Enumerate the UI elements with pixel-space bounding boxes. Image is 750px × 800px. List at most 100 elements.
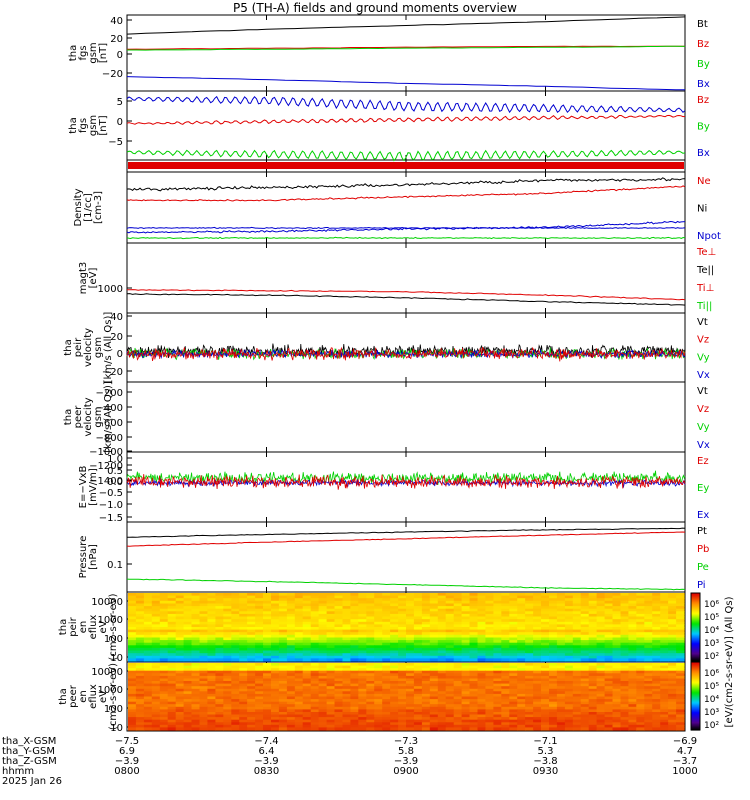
spectrogram-cell	[453, 724, 463, 728]
legend-Npot: Npot	[697, 231, 721, 242]
spectrogram-cell	[668, 619, 677, 623]
spectrogram-cell	[135, 678, 145, 682]
spectrogram-cell	[556, 624, 566, 628]
spectrogram-cell	[572, 650, 582, 654]
spectrogram-cell	[509, 647, 518, 652]
spectrogram-cell	[628, 616, 637, 620]
spectrogram-cell	[612, 619, 621, 623]
spectrogram-cell	[199, 658, 208, 662]
spectrogram-cell	[207, 650, 216, 654]
spectrogram-cell	[453, 712, 463, 716]
spectrogram-cell	[350, 709, 359, 713]
y-axis-label-line: [km/s (All Qs)]	[103, 312, 114, 384]
spectrogram-cell	[636, 681, 645, 685]
spectrogram-cell	[445, 653, 455, 657]
spectrogram-cell	[318, 616, 328, 620]
spectrogram-cell	[525, 611, 534, 615]
spectrogram-cell	[517, 603, 526, 607]
spectrogram-cell	[239, 719, 248, 723]
spectrogram-cell	[652, 691, 661, 695]
spectrogram-cell	[580, 688, 590, 692]
spectrogram-cell	[334, 693, 343, 698]
spectrogram-cell	[342, 712, 351, 716]
spectrogram-cell	[390, 640, 399, 644]
spectrogram-cell	[382, 670, 391, 674]
spectrogram-cell	[413, 709, 423, 713]
spectrogram-cell	[453, 675, 463, 680]
spectrogram-cell	[533, 709, 542, 713]
spectrogram-cell	[183, 616, 193, 620]
spectrogram-cell	[191, 629, 200, 633]
spectrogram-cell	[326, 699, 336, 703]
spectrogram-cell	[207, 712, 216, 716]
legend-Vt: Vt	[697, 386, 708, 397]
spectrogram-cell	[159, 619, 169, 623]
spectrogram-cell	[501, 686, 510, 690]
spectrogram-cell	[501, 675, 510, 680]
spectrogram-cell	[596, 691, 606, 695]
spectrogram-cell	[191, 688, 200, 692]
spectrogram-cell	[413, 640, 423, 644]
spectrogram-cell	[612, 637, 621, 641]
colorbar-cell	[691, 691, 700, 694]
spectrogram-cell	[231, 653, 240, 657]
spectrogram-cell	[278, 650, 288, 654]
spectrogram-cell	[398, 606, 407, 610]
colorbar-cell	[691, 690, 700, 692]
spectrogram-cell	[477, 637, 486, 641]
spectrogram-cell	[135, 686, 145, 690]
spectrogram-cell	[533, 637, 542, 641]
spectrogram-cell	[302, 647, 312, 652]
spectrogram-cell	[143, 717, 153, 721]
spectrogram-cell	[453, 658, 463, 662]
spectrogram-cell	[167, 693, 177, 698]
spectrogram-cell	[572, 670, 582, 674]
spectrogram-cell	[461, 724, 471, 728]
spectrogram-cell	[255, 709, 264, 713]
spectrogram-cell	[294, 627, 304, 631]
spectrogram-cell	[461, 647, 471, 652]
spectrogram-cell	[636, 645, 645, 649]
spectrogram-cell	[644, 629, 653, 633]
spectrogram-cell	[239, 595, 248, 599]
spectrogram-cell	[628, 624, 637, 628]
spectrogram-cell	[223, 653, 232, 657]
spectrogram-cell	[239, 688, 248, 692]
spectrogram-cell	[135, 647, 145, 652]
spectrogram-cell	[501, 634, 510, 638]
spectrogram-cell	[644, 608, 653, 612]
spectrogram-cell	[429, 727, 439, 731]
spectrogram-cell	[159, 665, 169, 669]
spectrogram-cell	[143, 650, 153, 654]
spectrogram-cell	[668, 699, 677, 703]
spectrogram-cell	[326, 704, 336, 708]
spectrogram-cell	[437, 640, 447, 644]
spectrogram-cell	[612, 709, 621, 713]
spectrogram-cell	[469, 653, 478, 657]
spectrogram-cell	[636, 627, 645, 631]
colorbar-cell	[691, 723, 700, 725]
spectrogram-cell	[644, 727, 653, 731]
spectrogram-cell	[294, 632, 304, 636]
spectrogram-cell	[556, 632, 566, 636]
spectrogram-cell	[652, 670, 661, 674]
spectrogram-cell	[469, 598, 478, 602]
spectrogram-cell	[263, 653, 272, 657]
spectrogram-cell	[509, 704, 518, 708]
spectrogram-cell	[437, 598, 447, 602]
spectrogram-cell	[644, 699, 653, 703]
spectrogram-cell	[326, 629, 336, 633]
spectrogram-cell	[151, 722, 161, 726]
spectrogram-cell	[676, 650, 685, 654]
spectrogram-cell	[342, 645, 351, 649]
spectrogram-cell	[429, 701, 439, 705]
spectrogram-cell	[334, 600, 343, 604]
spectrogram-cell	[493, 637, 502, 641]
colorbar-cell	[691, 665, 700, 668]
spectrogram-cell	[318, 608, 328, 612]
spectrogram-cell	[596, 647, 606, 652]
spectrogram-cell	[366, 704, 375, 708]
spectrogram-cell	[668, 624, 677, 628]
colorbar-cell	[691, 684, 700, 687]
spectrogram-cell	[477, 693, 486, 698]
